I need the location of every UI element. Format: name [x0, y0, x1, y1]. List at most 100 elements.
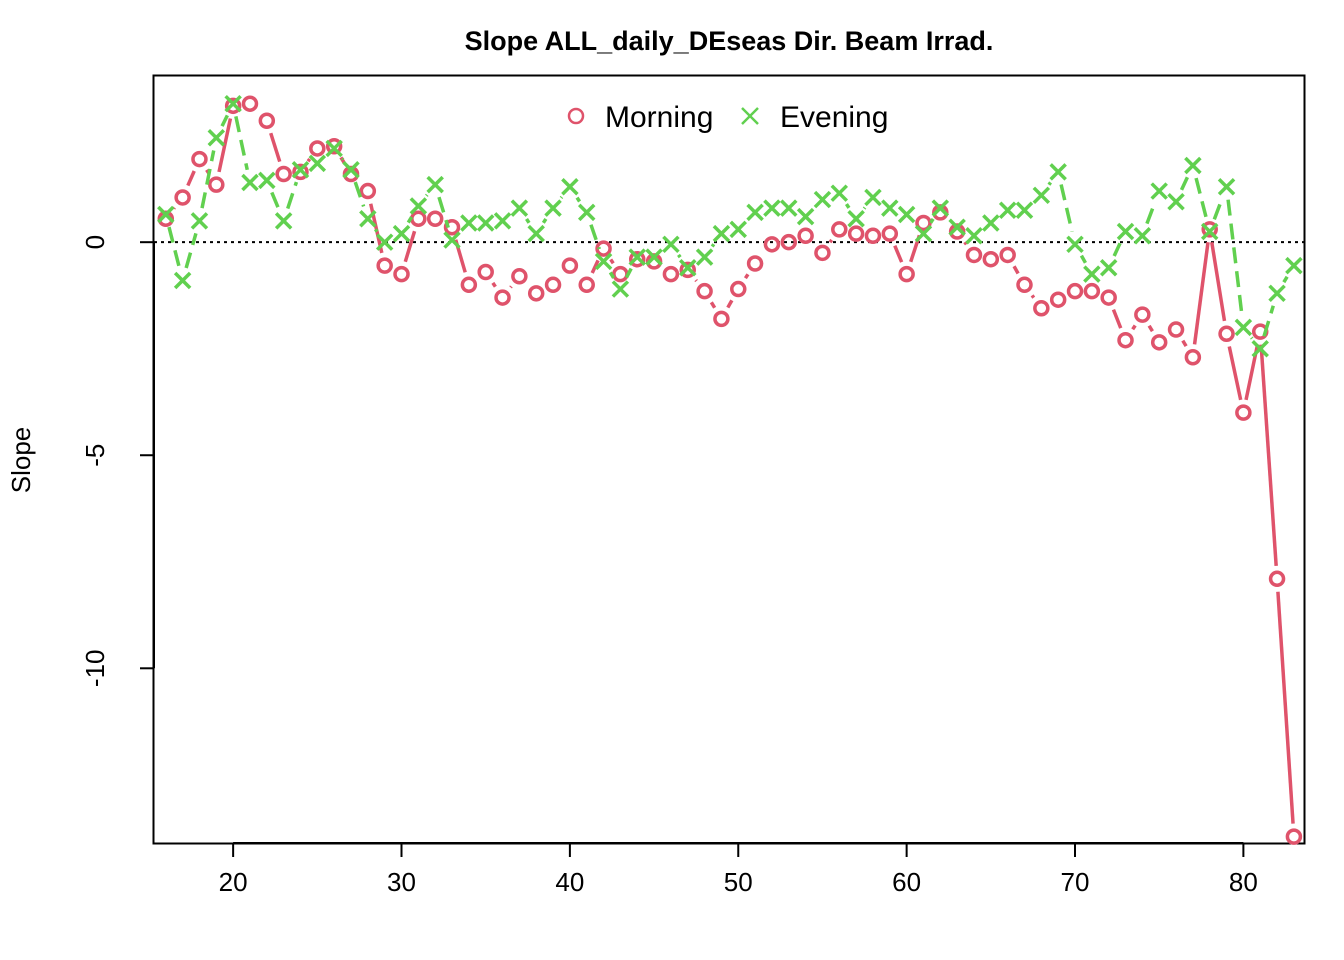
- series-morning-segment: [893, 244, 904, 263]
- data-point-evening: [1032, 186, 1051, 205]
- cross-stroke: [392, 224, 411, 243]
- series-morning-segment: [694, 278, 698, 283]
- series-morning-segment: [339, 156, 346, 164]
- data-point-evening: [1251, 339, 1269, 358]
- data-point-morning: [426, 210, 444, 227]
- chart-title: Slope ALL_daily_DEseas Dir. Beam Irrad.: [465, 26, 994, 56]
- cross-stroke: [325, 139, 343, 158]
- series-morning-segment: [1259, 344, 1278, 566]
- data-point-morning: [208, 176, 225, 193]
- data-point-evening: [1167, 192, 1185, 211]
- data-point-morning: [982, 250, 1000, 268]
- data-point-evening: [780, 199, 798, 217]
- legend-morning-label: Morning: [605, 101, 713, 134]
- data-point-morning: [814, 244, 831, 262]
- data-point-evening: [594, 252, 613, 271]
- cross-stroke: [611, 280, 630, 298]
- data-point-evening: [342, 161, 360, 179]
- cross-stroke: [796, 207, 815, 226]
- data-point-morning: [1016, 276, 1033, 294]
- series-evening-segment: [286, 181, 299, 210]
- data-point-evening: [1116, 222, 1135, 241]
- data-point-evening: [1184, 156, 1202, 175]
- data-point-morning: [1049, 291, 1067, 308]
- data-point-morning: [511, 268, 528, 285]
- series-evening-segment: [608, 271, 616, 279]
- data-point-evening: [544, 199, 562, 217]
- series-morning: [157, 95, 1303, 845]
- series-evening-segment: [1250, 336, 1254, 340]
- cross-stroke: [645, 248, 663, 266]
- data-point-evening: [965, 227, 983, 245]
- cross-stroke: [1167, 192, 1185, 211]
- cross-stroke: [982, 214, 1000, 232]
- cross-stroke: [1285, 256, 1303, 275]
- series-evening-segment: [437, 196, 450, 229]
- data-point-morning: [325, 138, 343, 155]
- data-point-morning: [443, 219, 461, 236]
- data-point-evening: [308, 154, 327, 173]
- series-evening-segment: [1179, 176, 1189, 191]
- x-axis: 20 30 40 50 60 70 80: [219, 842, 1258, 897]
- series-evening-segment: [184, 232, 198, 269]
- data-point-evening: [510, 199, 529, 217]
- series-evening: [157, 94, 1303, 358]
- series-morning-segment: [1227, 346, 1243, 401]
- data-point-morning: [1066, 282, 1084, 300]
- cross-stroke: [998, 201, 1017, 219]
- cross-stroke: [291, 161, 310, 179]
- data-point-evening: [157, 205, 175, 224]
- legend-evening-label: Evening: [780, 101, 888, 134]
- series-morning-segment: [509, 285, 513, 289]
- data-point-morning: [1083, 282, 1101, 300]
- series-evening-segment: [624, 267, 633, 279]
- data-point-morning: [241, 95, 259, 112]
- series-morning-segment: [217, 118, 233, 173]
- cross-stroke: [308, 154, 327, 173]
- data-point-morning: [1235, 404, 1252, 421]
- data-point-evening: [190, 212, 209, 230]
- legend: Morning Evening: [567, 101, 888, 134]
- cross-stroke: [173, 271, 192, 290]
- series-evening-segment: [167, 226, 182, 269]
- cross-stroke: [342, 161, 360, 179]
- cross-stroke: [897, 205, 916, 224]
- series-evening-segment: [710, 243, 716, 248]
- data-point-morning: [544, 276, 562, 294]
- series-evening-segment: [1145, 202, 1157, 225]
- data-point-morning: [1201, 221, 1218, 238]
- data-point-morning: [1033, 299, 1050, 317]
- data-point-morning: [292, 163, 309, 181]
- cross-stroke: [746, 203, 764, 222]
- data-point-morning: [191, 150, 208, 168]
- data-point-morning: [696, 282, 713, 300]
- cross-stroke: [258, 171, 276, 190]
- data-point-evening: [931, 199, 950, 217]
- cross-stroke: [241, 173, 259, 192]
- data-point-morning: [1218, 325, 1235, 343]
- data-point-evening: [274, 212, 293, 230]
- data-point-morning: [410, 210, 427, 227]
- data-point-evening: [207, 129, 226, 147]
- data-point-evening: [527, 224, 545, 243]
- data-point-morning: [831, 221, 848, 238]
- series-evening-segment: [353, 181, 366, 208]
- y-tick-label: -10: [80, 650, 110, 688]
- cross-stroke: [375, 233, 394, 251]
- y-axis-label: Slope: [6, 427, 36, 494]
- x-tick-label: 80: [1229, 867, 1258, 897]
- cross-stroke: [527, 224, 545, 243]
- series-evening-segment: [406, 216, 414, 224]
- data-point-morning: [1184, 348, 1202, 366]
- cross-stroke: [510, 199, 529, 217]
- cross-stroke: [224, 94, 242, 113]
- cross-stroke: [274, 212, 293, 230]
- series-morning-segment: [1012, 265, 1020, 275]
- cross-stroke: [813, 190, 832, 209]
- x-tick-label: 70: [1061, 867, 1090, 897]
- series-evening-segment: [1212, 198, 1224, 220]
- series-evening-segment: [220, 114, 229, 127]
- series-morning-segment: [828, 238, 834, 244]
- cross-stroke: [847, 210, 865, 228]
